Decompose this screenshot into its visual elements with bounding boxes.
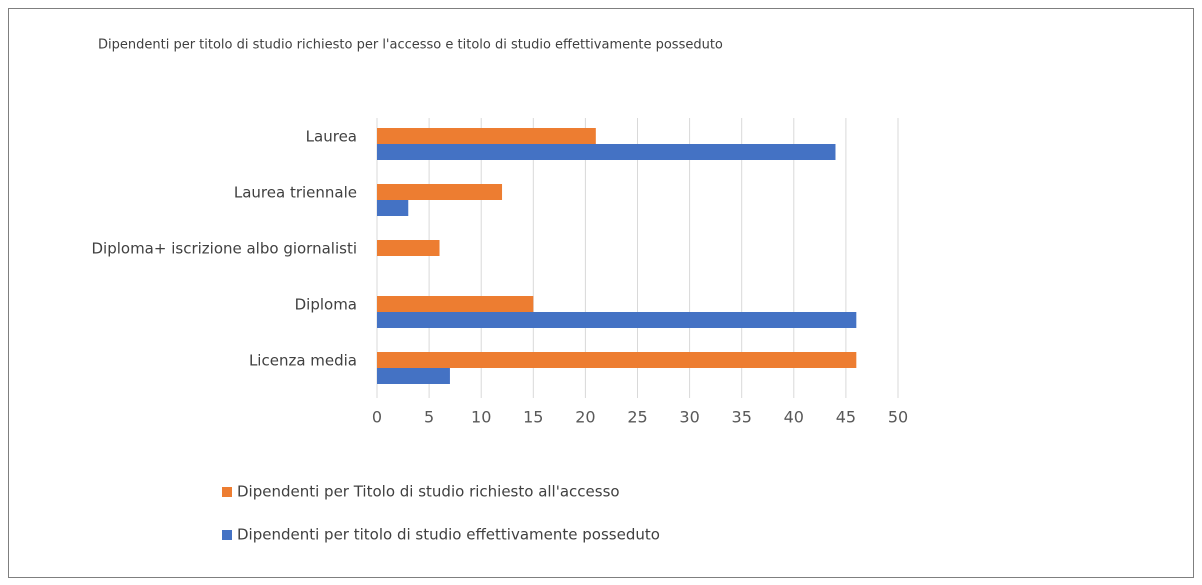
bar: [377, 240, 440, 256]
x-tick-label: 0: [372, 408, 382, 427]
bar: [377, 144, 836, 160]
legend-label: Dipendenti per titolo di studio effettiv…: [237, 526, 660, 544]
bar: [377, 368, 450, 384]
x-tick-label: 45: [836, 408, 856, 427]
bar: [377, 184, 503, 200]
x-tick-label: 20: [575, 408, 595, 427]
bar: [377, 296, 534, 312]
y-tick-label: Laurea triennale: [234, 184, 357, 202]
x-tick-label: 10: [471, 408, 491, 427]
legend-swatch: [222, 530, 232, 540]
x-tick-label: 25: [627, 408, 647, 427]
chart-title: Dipendenti per titolo di studio richiest…: [98, 38, 723, 53]
legend-label: Dipendenti per Titolo di studio richiest…: [237, 483, 620, 501]
x-tick-label: 50: [888, 408, 908, 427]
y-tick-label: Diploma+ iscrizione albo giornalisti: [91, 240, 357, 258]
y-tick-label: Diploma: [295, 296, 357, 314]
x-tick-label: 15: [523, 408, 543, 427]
y-tick-label: Licenza media: [249, 352, 357, 370]
x-tick-label: 30: [679, 408, 699, 427]
bar: [377, 128, 596, 144]
y-tick-label: Laurea: [306, 128, 357, 146]
bar: [377, 200, 409, 216]
x-tick-label: 35: [732, 408, 752, 427]
x-tick-label: 40: [784, 408, 804, 427]
x-tick-label: 5: [424, 408, 434, 427]
legend-swatch: [222, 487, 232, 497]
chart-frame: [8, 8, 1194, 578]
bar: [377, 312, 857, 328]
bar: [377, 352, 857, 368]
